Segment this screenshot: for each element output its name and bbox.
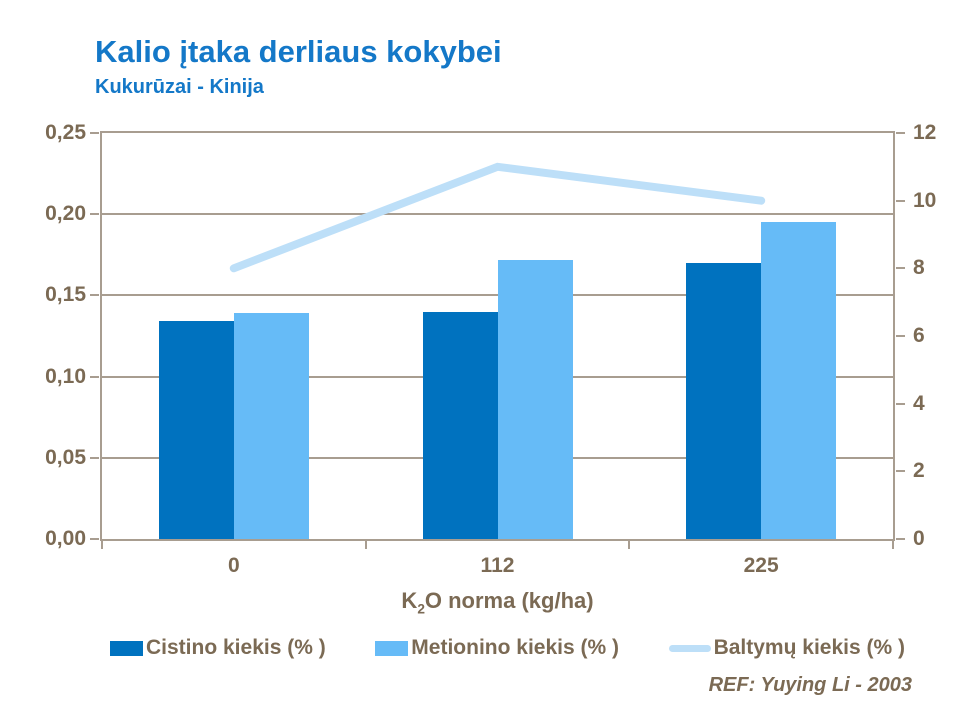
y-axis-tick-right: [896, 335, 905, 337]
chart-subtitle: Kukurūzai - Kinija: [95, 76, 264, 98]
line-series-baltymu: [229, 162, 766, 273]
x-axis-tick: [892, 541, 894, 549]
y-axis-tick-left: [90, 132, 99, 134]
y-axis-tick-left: [90, 375, 99, 378]
legend-item-metionino: Metionino kiekis (% ): [375, 636, 619, 660]
line-path-baltymu: [229, 162, 766, 273]
y-axis-label-right: 6: [913, 324, 925, 347]
y-axis-label-left: 0,05: [45, 445, 86, 469]
bar-cistino-112: [422, 311, 498, 539]
y-axis-tick-left: [90, 456, 99, 459]
x-axis-title-subscript: 2: [417, 601, 425, 617]
y-axis-label-right: 8: [913, 256, 925, 280]
y-axis-tick-right: [896, 132, 905, 134]
y-axis-label-left: 0,15: [45, 283, 86, 307]
bar-cistino-0: [158, 321, 234, 539]
x-axis-title: K2O norma (kg/ha): [100, 588, 895, 616]
y-axis-tick-right: [896, 470, 905, 473]
legend-swatch-baltymu-line-icon: [668, 644, 711, 652]
y-axis-label-right: 0: [913, 527, 925, 550]
x-axis-label: 112: [480, 554, 515, 577]
bar-metionino-112: [497, 259, 573, 539]
y-axis-label-right: 12: [913, 121, 937, 144]
y-axis-label-left: 0,20: [45, 202, 86, 226]
legend-item-baltymu: Baltymų kiekis (% ): [668, 636, 905, 660]
y-axis-label-left: 0,10: [45, 364, 86, 388]
x-axis-title-suffix: O norma (kg/ha): [424, 588, 594, 613]
y-axis-label-right: 10: [913, 188, 937, 212]
gridline: [102, 213, 893, 216]
plot-area: [100, 131, 895, 541]
legend-label-cistino: Cistino kiekis (% ): [146, 636, 326, 659]
x-axis-label: 0: [227, 554, 240, 577]
bar-metionino-0: [233, 313, 309, 539]
y-axis-label-left: 0,25: [45, 121, 86, 144]
legend-label-baltymu: Baltymų kiekis (% ): [713, 636, 905, 659]
legend-item-cistino: Cistino kiekis (% ): [110, 636, 326, 660]
x-axis-tick: [101, 541, 103, 549]
y-axis-tick-left: [90, 538, 99, 540]
y-axis-tick-right: [896, 199, 905, 202]
y-axis-tick-right: [896, 267, 905, 270]
y-axis-tick-left: [90, 294, 99, 297]
reference-text: REF: Yuying Li - 2003: [708, 674, 912, 696]
chart-title: Kalio įtaka derliaus kokybei: [95, 34, 502, 69]
legend-swatch-cistino-square-icon: [110, 640, 143, 656]
legend-swatch-metionino-square-icon: [375, 640, 409, 656]
x-axis-tick: [628, 541, 631, 549]
y-axis-tick-right: [896, 538, 905, 540]
x-axis-label: 225: [743, 554, 779, 577]
x-axis-title-prefix: K: [401, 588, 418, 613]
legend: Cistino kiekis (% ) Metionino kiekis (% )…: [110, 636, 905, 660]
y-axis-tick-right: [896, 402, 905, 405]
y-axis-label-right: 4: [913, 391, 925, 415]
x-axis-tick: [364, 541, 367, 549]
y-axis-label-right: 2: [913, 459, 925, 483]
legend-label-metionino: Metionino kiekis (% ): [411, 636, 619, 659]
bar-cistino-225: [686, 262, 762, 539]
y-axis-tick-left: [90, 213, 99, 216]
y-axis-label-left: 0,00: [45, 527, 86, 550]
bar-metionino-225: [761, 222, 837, 539]
